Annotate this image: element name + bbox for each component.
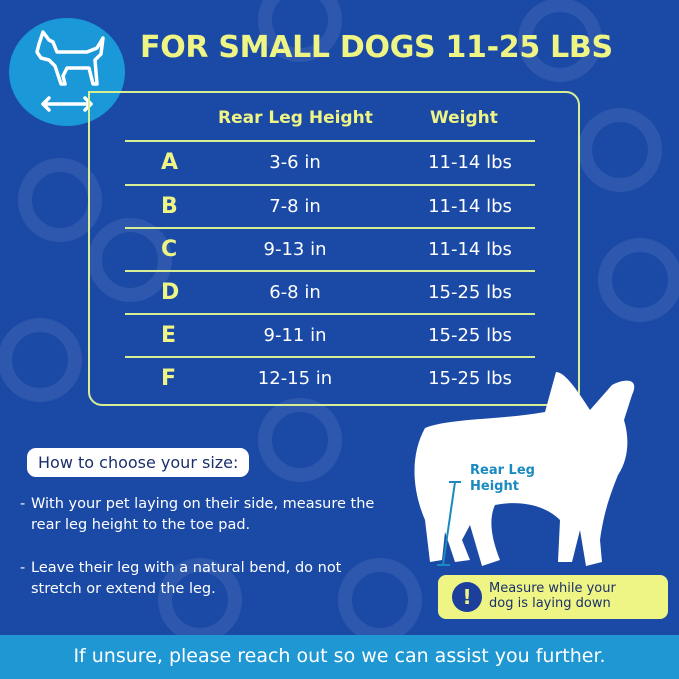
- table-row: F 12-15 in 15-25 lbs: [125, 356, 535, 399]
- height-value: 6-8 in: [269, 282, 321, 303]
- rear-leg-height-label: Rear Leg Height: [470, 463, 535, 495]
- instruction-text: Leave their leg with a natural bend, do …: [31, 560, 342, 597]
- height-value: 9-13 in: [263, 239, 327, 260]
- size-letter: D: [161, 280, 180, 305]
- table-row: A 3-6 in 11-14 lbs: [125, 140, 535, 183]
- header-rear-leg-height: Rear Leg Height: [218, 108, 373, 128]
- size-table: [88, 91, 580, 406]
- bullet-dash: -: [20, 560, 26, 576]
- label-line: Rear Leg: [470, 463, 535, 478]
- note-line: dog is laying down: [489, 596, 611, 611]
- height-value: 12-15 in: [257, 368, 333, 389]
- height-value: 3-6 in: [269, 152, 321, 173]
- header-weight: Weight: [430, 108, 498, 128]
- weight-value: 11-14 lbs: [428, 152, 512, 173]
- weight-value: 11-14 lbs: [428, 196, 512, 217]
- table-row: D 6-8 in 15-25 lbs: [125, 270, 535, 313]
- table-row: B 7-8 in 11-14 lbs: [125, 184, 535, 227]
- note-line: Measure while your: [489, 581, 616, 596]
- exclamation-icon: !: [452, 582, 482, 612]
- size-letter: F: [161, 366, 177, 391]
- instruction-item: - With your pet laying on their side, mea…: [20, 494, 400, 536]
- size-letter: B: [161, 194, 178, 219]
- weight-value: 15-25 lbs: [428, 282, 512, 303]
- weight-value: 15-25 lbs: [428, 368, 512, 389]
- footer-banner: If unsure, please reach out so we can as…: [0, 635, 679, 679]
- weight-value: 15-25 lbs: [428, 325, 512, 346]
- instruction-text: With your pet laying on their side, meas…: [31, 496, 375, 533]
- height-value: 9-11 in: [263, 325, 327, 346]
- size-letter: A: [161, 150, 179, 175]
- height-value: 7-8 in: [269, 196, 321, 217]
- label-line: Height: [470, 479, 519, 494]
- page-title: FOR SMALL DOGS 11-25 LBS: [140, 30, 613, 65]
- instruction-item: - Leave their leg with a natural bend, do…: [20, 558, 380, 600]
- table-row: C 9-13 in 11-14 lbs: [125, 227, 535, 270]
- how-to-heading: How to choose your size:: [27, 448, 250, 477]
- table-row: E 9-11 in 15-25 lbs: [125, 313, 535, 356]
- bullet-dash: -: [20, 496, 26, 512]
- weight-value: 11-14 lbs: [428, 239, 512, 260]
- size-letter: C: [161, 237, 178, 262]
- size-letter: E: [161, 323, 177, 348]
- dog-size-icon: [9, 18, 125, 126]
